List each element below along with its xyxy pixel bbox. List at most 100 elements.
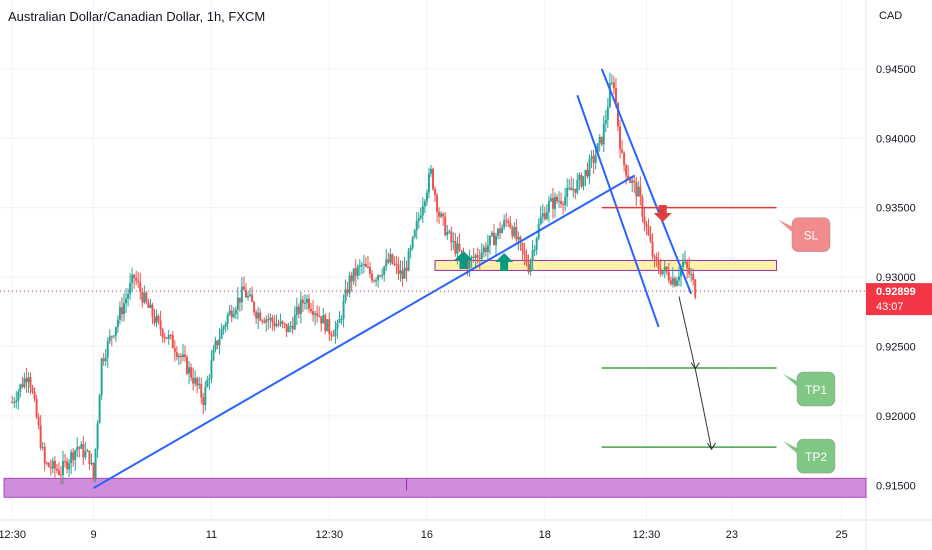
candle-body: [366, 266, 369, 268]
time-axis-tick: 16: [421, 529, 433, 541]
candle-body: [271, 317, 274, 323]
candle-body: [671, 278, 674, 285]
candle-body: [188, 367, 191, 374]
resistance-zone[interactable]: [434, 259, 778, 271]
candle-body: [411, 237, 414, 248]
candle-body: [324, 315, 327, 332]
candle-body: [51, 460, 54, 469]
sell-arrow-down-icon: [653, 205, 672, 222]
candle-body: [409, 247, 412, 251]
candle-body: [515, 227, 518, 240]
candle-body: [517, 236, 520, 240]
candle-body: [669, 280, 672, 285]
sl-label-box[interactable]: [791, 217, 831, 252]
candle-body: [143, 292, 146, 303]
candle-body: [153, 316, 156, 323]
candle-body: [322, 315, 325, 324]
channel-line-upper[interactable]: [576, 94, 660, 328]
candle-body: [499, 228, 502, 234]
candle-body: [673, 278, 676, 286]
candle-body: [123, 303, 126, 315]
candle-body: [214, 340, 217, 350]
candle-body: [66, 461, 69, 470]
candle-body: [619, 126, 622, 150]
candle-body: [346, 289, 349, 294]
candle-body: [373, 280, 376, 282]
candle-body: [596, 143, 599, 156]
price-axis-tick: 0.93000: [876, 272, 916, 284]
candle-body: [45, 462, 48, 464]
candle-body: [356, 266, 359, 276]
candle-body: [104, 357, 107, 362]
candle-body: [173, 348, 176, 353]
candle-body: [88, 450, 91, 464]
candle-body: [358, 265, 361, 267]
candle-body: [287, 326, 290, 333]
trendline-ascending[interactable]: [93, 174, 635, 489]
candle-body: [159, 320, 162, 330]
candle-body: [183, 354, 186, 358]
candle-body: [25, 378, 28, 383]
candle-body: [222, 326, 225, 330]
candle-body: [326, 319, 329, 332]
time-axis-tick: 9: [90, 529, 96, 541]
candle-body: [503, 220, 506, 228]
candle-body: [234, 309, 237, 315]
candle-body: [200, 383, 203, 398]
price-axis-tick: 0.91500: [876, 480, 916, 492]
candle-body: [17, 391, 20, 401]
candle-body: [340, 318, 343, 320]
candle-body: [137, 280, 140, 283]
tp1-label-box[interactable]: [796, 371, 836, 407]
chart-title: Australian Dollar/Canadian Dollar, 1h, F…: [8, 9, 266, 24]
candle-body: [476, 255, 479, 258]
tp2-label-box[interactable]: [796, 438, 836, 474]
candle-body: [440, 213, 443, 217]
candle-body: [310, 308, 313, 312]
candle-body: [399, 270, 402, 274]
candle-body: [474, 255, 477, 258]
candle-body: [606, 107, 609, 120]
candle-body: [456, 243, 459, 254]
candle-body: [604, 119, 607, 124]
price-axis-tick: 0.93500: [876, 203, 916, 215]
support-zone[interactable]: [3, 477, 867, 498]
candle-body: [53, 460, 56, 469]
candle-body: [204, 386, 207, 405]
price-axis-tick: 0.92000: [876, 411, 916, 423]
candle-body: [145, 292, 148, 303]
candle-body: [257, 312, 260, 319]
candle-body: [645, 223, 648, 227]
candle-body: [198, 383, 201, 386]
candle-body: [33, 392, 36, 399]
candle-body: [141, 291, 144, 303]
candle-body: [344, 289, 347, 301]
candle-body: [279, 321, 282, 325]
candle-body: [541, 213, 544, 217]
time-axis-tick: 12:30: [633, 529, 661, 541]
candle-body: [385, 259, 388, 267]
last-price-countdown: 43:07: [876, 301, 904, 313]
candle-body: [82, 444, 85, 458]
candle-body: [547, 201, 550, 213]
channel-line-lower[interactable]: [600, 68, 693, 295]
candle-body: [342, 300, 345, 319]
candle-body: [580, 174, 583, 187]
projection-arrow[interactable]: [678, 296, 712, 450]
candle-body: [116, 319, 119, 327]
candle-body: [594, 155, 597, 163]
candle-body: [519, 236, 522, 243]
candle-body: [167, 334, 170, 339]
candle-body: [297, 306, 300, 315]
candle-body: [59, 474, 62, 476]
buy-arrow-up-icon: [495, 253, 514, 271]
candle-body: [507, 220, 510, 223]
candle-body: [86, 450, 89, 452]
candle-body: [212, 349, 215, 361]
candle-body: [655, 256, 658, 261]
candle-body: [444, 216, 447, 236]
candle-body: [13, 402, 16, 404]
candle-body: [68, 463, 71, 470]
candle-body: [480, 252, 483, 259]
